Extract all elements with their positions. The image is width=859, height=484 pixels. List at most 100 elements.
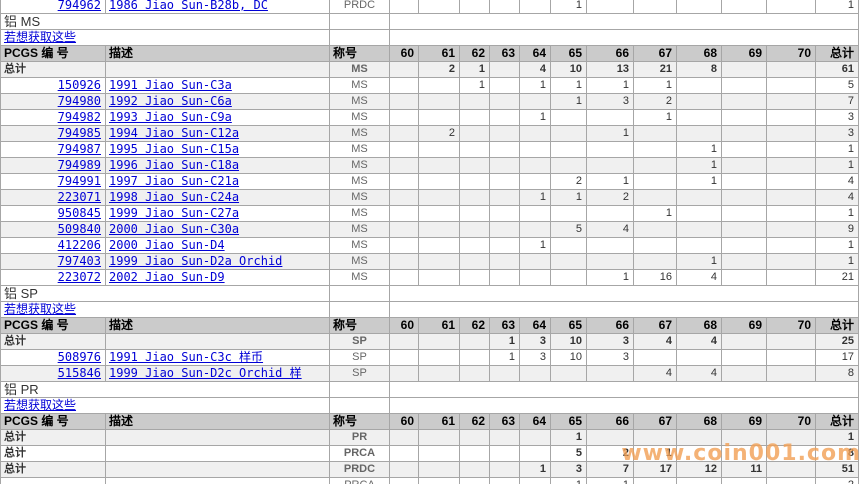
pcgs-number-link[interactable]: 412206 <box>0 238 106 253</box>
pcgs-number-link[interactable]: 797403 <box>0 254 106 269</box>
grade-70-cell <box>767 94 816 109</box>
pcgs-number-link[interactable]: 794987 <box>0 142 106 157</box>
section-title: 铝 MS <box>0 14 330 29</box>
grade-60-cell <box>390 62 419 77</box>
pcgs-number-link[interactable]: 794982 <box>0 110 106 125</box>
pcgs-number-link[interactable]: 794985 <box>0 126 106 141</box>
grade-62-cell <box>460 126 490 141</box>
grade-62-cell <box>460 350 490 365</box>
get-these-link-row: 若想获取这些 <box>0 302 859 318</box>
row-total-cell: 4 <box>816 174 859 189</box>
grade-62-cell <box>460 462 490 477</box>
description-link[interactable] <box>106 478 330 484</box>
description-link[interactable]: 1997 Jiao Sun-C21a <box>106 174 330 189</box>
grade-60-cell <box>390 334 419 349</box>
get-these-link[interactable]: 若想获取这些 <box>0 398 330 413</box>
description-link[interactable]: 1991 Jiao Sun-C3c 样币 <box>106 350 330 365</box>
grade-70-cell <box>767 462 816 477</box>
pcgs-number-link[interactable]: 223072 <box>0 270 106 285</box>
pcgs-number-link[interactable]: 950845 <box>0 206 106 221</box>
section-title-row: 铝 SP <box>0 286 859 302</box>
grade-65-cell <box>551 270 587 285</box>
spacer-cell <box>330 286 390 301</box>
grade-68-cell <box>677 94 722 109</box>
pcgs-number-link[interactable]: 509840 <box>0 222 106 237</box>
grade-70-cell <box>767 238 816 253</box>
grade-70-cell <box>767 190 816 205</box>
grade-70-cell <box>767 206 816 221</box>
grade-64-cell <box>520 126 551 141</box>
coin-row: 797403 1999 Jiao Sun-D2a Orchid MS 1 1 <box>0 254 859 270</box>
row-total-cell: 1 <box>816 238 859 253</box>
grade-70-cell <box>767 254 816 269</box>
row-total-cell: 1 <box>816 0 859 13</box>
grade-66-cell <box>587 206 634 221</box>
spacer-cell <box>330 382 390 397</box>
grade-69-cell <box>722 206 767 221</box>
description-link[interactable]: 1999 Jiao Sun-D2a Orchid <box>106 254 330 269</box>
grade-64-cell <box>520 174 551 189</box>
get-these-link[interactable]: 若想获取这些 <box>0 302 330 317</box>
grade-63-cell: 1 <box>490 350 520 365</box>
description-link[interactable]: 2002 Jiao Sun-D9 <box>106 270 330 285</box>
description-link[interactable]: 1986 Jiao Sun-B28b, DC <box>106 0 330 13</box>
description-link[interactable]: 1999 Jiao Sun-D2c Orchid 样 <box>106 366 330 381</box>
pcgs-number-link[interactable]: 794989 <box>0 158 106 173</box>
row-total-cell: 5 <box>816 78 859 93</box>
grade-63-cell <box>490 430 520 445</box>
grade-60-cell <box>390 254 419 269</box>
grade-61-cell <box>419 78 460 93</box>
description-link[interactable]: 1993 Jiao Sun-C9a <box>106 110 330 125</box>
description-link[interactable]: 1995 Jiao Sun-C15a <box>106 142 330 157</box>
column-header-68: 68 <box>677 46 722 61</box>
pcgs-number-link[interactable]: 794962 <box>0 0 106 13</box>
pcgs-number-link[interactable]: 150926 <box>0 78 106 93</box>
description-link[interactable]: 1999 Jiao Sun-C27a <box>106 206 330 221</box>
column-header-69: 69 <box>722 414 767 429</box>
get-these-link[interactable]: 若想获取这些 <box>0 30 330 45</box>
description-link[interactable]: 1992 Jiao Sun-C6a <box>106 94 330 109</box>
pcgs-number-link[interactable]: 223071 <box>0 190 106 205</box>
pcgs-number-link[interactable]: 794980 <box>0 94 106 109</box>
column-header-60: 60 <box>390 414 419 429</box>
description-link[interactable]: 1998 Jiao Sun-C24a <box>106 190 330 205</box>
designation-cell: SP <box>330 366 390 381</box>
description-link[interactable]: 2000 Jiao Sun-C30a <box>106 222 330 237</box>
grade-69-cell <box>722 110 767 125</box>
grade-70-cell <box>767 478 816 484</box>
grade-68-cell <box>677 126 722 141</box>
pcgs-number-link[interactable]: 794991 <box>0 174 106 189</box>
designation-cell: PRCA <box>330 478 390 484</box>
grade-65-cell <box>551 366 587 381</box>
pcgs-number-link[interactable]: 515846 <box>0 366 106 381</box>
grade-62-cell <box>460 366 490 381</box>
description-cell <box>106 430 330 445</box>
grade-63-cell <box>490 446 520 461</box>
description-link[interactable]: 1994 Jiao Sun-C12a <box>106 126 330 141</box>
grade-70-cell <box>767 334 816 349</box>
column-header-70: 70 <box>767 318 816 333</box>
total-row: 总计 SP 1 3 10 3 4 4 25 <box>0 334 859 350</box>
total-label: 总计 <box>0 62 106 77</box>
description-link[interactable]: 1991 Jiao Sun-C3a <box>106 78 330 93</box>
grade-67-cell: 21 <box>634 62 677 77</box>
designation-cell: SP <box>330 350 390 365</box>
grade-61-cell <box>419 446 460 461</box>
grade-66-cell: 3 <box>587 350 634 365</box>
grade-67-cell: 1 <box>634 78 677 93</box>
column-header-62: 62 <box>460 318 490 333</box>
description-header: 描述 <box>106 414 330 429</box>
pcgs-number-link[interactable]: 508976 <box>0 350 106 365</box>
spacer-cell <box>390 14 859 29</box>
column-header-65: 65 <box>551 318 587 333</box>
designation-cell: MS <box>330 110 390 125</box>
grade-60-cell <box>390 270 419 285</box>
grade-67-cell <box>634 190 677 205</box>
row-total-cell: 4 <box>816 190 859 205</box>
description-link[interactable]: 1996 Jiao Sun-C18a <box>106 158 330 173</box>
grade-61-cell <box>419 270 460 285</box>
description-link[interactable]: 2000 Jiao Sun-D4 <box>106 238 330 253</box>
grade-69-cell <box>722 190 767 205</box>
grade-61-cell <box>419 350 460 365</box>
pcgs-number-link[interactable] <box>0 478 106 484</box>
